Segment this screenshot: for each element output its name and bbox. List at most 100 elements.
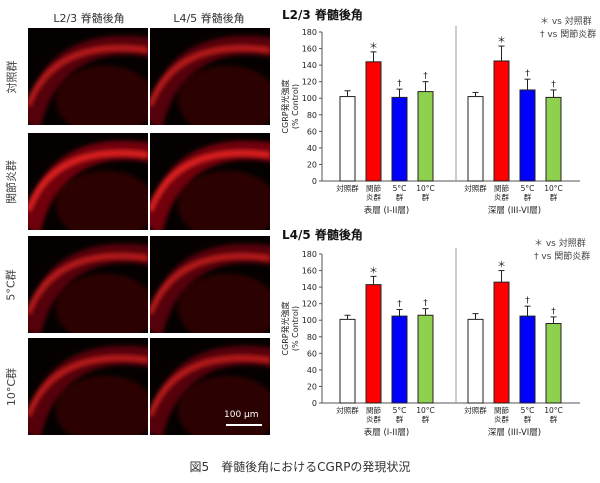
x-tick-label: 5°C xyxy=(393,184,407,193)
x-tick-label: 5°C xyxy=(393,406,407,415)
y-tick-label: 0 xyxy=(312,177,317,186)
significance-mark: ＊ xyxy=(497,261,506,271)
y-tick-label: 120 xyxy=(302,300,317,309)
tissue-arc xyxy=(28,243,148,333)
bar xyxy=(391,96,408,182)
tissue-body xyxy=(56,65,148,125)
significance-mark: ＊ xyxy=(497,36,506,46)
legend-vs-arthritis: † vs 関節炎群 xyxy=(540,30,597,40)
y-axis-unit: (% Control) xyxy=(291,84,300,129)
x-tick-label: 対照群 xyxy=(464,183,487,193)
tissue-arc xyxy=(28,345,148,435)
tissue-body xyxy=(56,170,148,230)
chart-title: L4/5 脊髄後角 xyxy=(282,228,363,242)
tissue-arc xyxy=(150,140,270,230)
legend-vs-control: ＊ vs 対照群 xyxy=(540,17,592,27)
y-tick-label: 40 xyxy=(307,366,317,375)
y-tick-label: 20 xyxy=(307,382,317,391)
x-tick-label: 10°C xyxy=(544,406,563,415)
x-tick-label: 群 xyxy=(396,192,404,202)
y-tick-label: 60 xyxy=(307,127,317,136)
bar xyxy=(519,315,536,404)
legend-vs-control: ＊ vs 対照群 xyxy=(534,239,586,249)
x-tick-label: 5°C xyxy=(521,184,535,193)
y-tick-label: 140 xyxy=(302,61,317,70)
micrograph-l45-5c xyxy=(150,236,270,333)
column-header-l45: L4/5 脊髄後角 xyxy=(173,12,245,25)
bar xyxy=(467,96,484,182)
column-header-l23: L2/3 脊髄後角 xyxy=(53,12,125,25)
dorsal-horn-band xyxy=(28,355,148,417)
fluorescence-image xyxy=(28,243,148,333)
y-tick-label: 140 xyxy=(302,283,317,292)
group-label: 深層 (III-VI層) xyxy=(488,428,541,437)
y-tick-label: 100 xyxy=(302,94,317,103)
bar xyxy=(365,284,382,404)
y-tick-label: 100 xyxy=(302,316,317,325)
x-tick-label: 10°C xyxy=(416,184,435,193)
fluorescence-image xyxy=(28,140,148,230)
x-tick-label: 炎群 xyxy=(494,192,509,202)
bar xyxy=(493,60,510,182)
x-tick-label: 群 xyxy=(550,192,558,202)
dorsal-horn-band xyxy=(28,253,148,315)
tissue-arc xyxy=(150,243,270,333)
significance-mark: † xyxy=(397,299,402,309)
dorsal-horn-band xyxy=(150,150,270,212)
row-label-control: 対照群 xyxy=(5,60,18,93)
significance-mark: † xyxy=(525,296,530,306)
tissue-body xyxy=(178,170,270,230)
legend-vs-arthritis: † vs 関節炎群 xyxy=(534,252,591,262)
fluorescence-image xyxy=(28,35,148,125)
micrograph-l23-10c xyxy=(28,338,148,435)
y-tick-label: 60 xyxy=(307,349,317,358)
micrograph-l23-arthritis xyxy=(28,133,148,230)
dorsal-horn-band xyxy=(28,45,148,107)
x-tick-label: 関節 xyxy=(366,405,381,415)
bar xyxy=(519,89,536,182)
bar xyxy=(339,318,356,404)
chart-title: L2/3 脊髄後角 xyxy=(282,8,363,22)
dorsal-horn-band xyxy=(150,253,270,315)
bar xyxy=(467,318,484,404)
significance-mark: ＊ xyxy=(369,266,378,276)
bar xyxy=(417,91,434,182)
scale-bar xyxy=(226,424,262,426)
fluorescence-image xyxy=(150,345,270,435)
tissue-body xyxy=(178,65,270,125)
x-tick-label: 群 xyxy=(524,414,532,424)
row-label-10c: 10°C群 xyxy=(5,367,18,406)
chart-l45: L4/5 脊髄後角 ＊ vs 対照群 † vs 関節炎群 CGRP発光強度 (% … xyxy=(280,222,600,437)
y-tick-label: 180 xyxy=(302,28,317,37)
x-tick-label: 5°C xyxy=(521,406,535,415)
fluorescence-image xyxy=(150,35,270,125)
x-tick-label: 群 xyxy=(524,192,532,202)
x-tick-label: 関節 xyxy=(494,183,509,193)
fluorescence-image xyxy=(28,345,148,435)
scale-bar-label: 100 μm xyxy=(224,410,259,420)
bar xyxy=(339,96,356,182)
significance-mark: † xyxy=(423,299,428,309)
y-tick-label: 120 xyxy=(302,78,317,87)
significance-mark: † xyxy=(397,79,402,89)
bar xyxy=(391,315,408,404)
tissue-arc xyxy=(150,345,270,435)
tissue-body xyxy=(178,273,270,333)
bar xyxy=(417,314,434,404)
y-axis-label: CGRP発光強度 xyxy=(280,79,290,133)
group-label: 深層 (III-VI層) xyxy=(488,206,541,215)
tissue-arc xyxy=(28,35,148,125)
micrograph-l23-5c xyxy=(28,236,148,333)
figure-caption: 図5 脊髄後角におけるCGRPの発現状況 xyxy=(189,460,411,474)
x-tick-label: 群 xyxy=(422,192,430,202)
x-tick-label: 関節 xyxy=(366,183,381,193)
x-tick-label: 10°C xyxy=(544,184,563,193)
fluorescence-image xyxy=(150,243,270,333)
y-tick-label: 20 xyxy=(307,160,317,169)
tissue-body xyxy=(56,273,148,333)
chart-svg: CGRP発光強度 (% Control) 0 20 40 60 80 100 120 140 160… xyxy=(280,26,580,215)
x-tick-label: 対照群 xyxy=(336,405,359,415)
dorsal-horn-band xyxy=(28,150,148,212)
chart-svg: CGRP発光強度 (% Control) 0 20 40 60 80 100 120 140 160… xyxy=(280,248,580,437)
x-tick-label: 炎群 xyxy=(366,414,381,424)
